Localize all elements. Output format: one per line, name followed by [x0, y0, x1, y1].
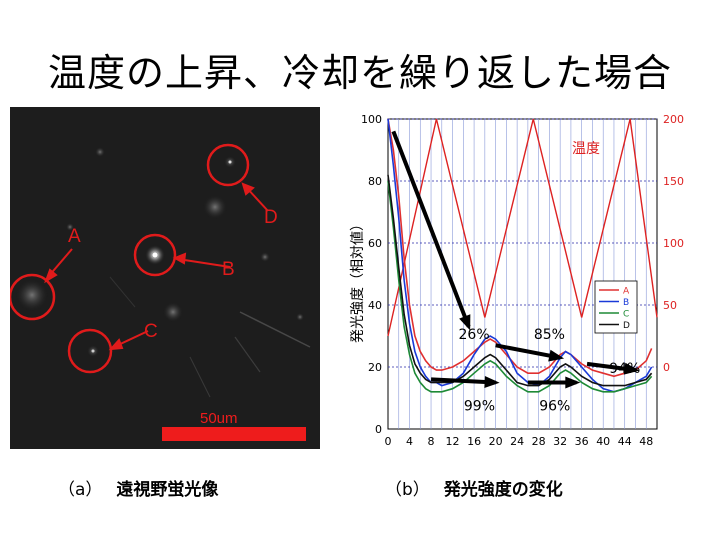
annotation-arrow-head [548, 349, 565, 362]
slide-title: 温度の上昇、冷却を繰り返した場合 [47, 51, 672, 95]
series-line-b [387, 118, 653, 393]
x-tick-label: 36 [575, 435, 589, 448]
label-a: A [68, 226, 81, 247]
y-tick-label: 20 [368, 361, 382, 374]
annotation-label: 96% [539, 398, 570, 414]
marker-circle-b [133, 233, 177, 277]
annotation-label: 94% [609, 361, 640, 377]
legend-label-c: C [623, 310, 629, 320]
x-tick-label: 16 [467, 435, 481, 448]
y-tick-label: 100 [361, 113, 382, 126]
label-c: C [144, 321, 158, 342]
caption-b: （b） 発光強度の変化 [385, 475, 563, 500]
y-tick-label: 0 [375, 423, 382, 436]
temperature-line [387, 118, 658, 337]
marker-circle-a [10, 273, 56, 321]
annotation-label: 99% [464, 398, 495, 414]
annotation-arrow-head [565, 376, 581, 389]
x-tick-label: 40 [596, 435, 610, 448]
temperature-label: 温度 [572, 141, 600, 157]
micrograph-background [10, 107, 320, 449]
x-tick-label: 20 [489, 435, 503, 448]
y2-tick-label: 0 [663, 361, 670, 374]
scale-bar-label: 50um [200, 410, 238, 427]
x-tick-label: 24 [510, 435, 524, 448]
y-tick-label: 60 [368, 237, 382, 250]
series-lines [387, 118, 653, 393]
series-line-c [387, 180, 653, 393]
annotation-arrow-head [459, 314, 471, 331]
legend-label-b: B [623, 298, 629, 308]
scale-bar [162, 427, 306, 441]
x-tick-label: 44 [618, 435, 632, 448]
y2-tick-label: 100 [663, 237, 684, 250]
emission-intensity-chart: 26% 85%94%99% 96% 0 4 8 12 16 20 24 28 32 36 40 44 480… [350, 113, 684, 448]
temperature-series-line [387, 118, 658, 337]
series-line-a [387, 118, 653, 378]
y2-tick-label: 50 [663, 299, 677, 312]
label-b: B [222, 259, 235, 280]
legend-label-a: A [623, 287, 630, 297]
fluorescence-micrograph: A B C D 50um [10, 107, 320, 449]
y2-tick-label: 150 [663, 175, 684, 188]
x-tick-label: 32 [553, 435, 567, 448]
annotation-arrow-shaft [391, 130, 471, 328]
caption-a: （a） 遠視野蛍光像 [58, 475, 218, 500]
x-tick-label: 4 [406, 435, 413, 448]
legend-label-d: D [623, 321, 630, 331]
x-tick-label: 0 [385, 435, 392, 448]
marker-circle-c [67, 328, 113, 374]
caption-b-mark: （b） [385, 480, 430, 500]
series-line-d [387, 174, 653, 387]
x-tick-label: 28 [532, 435, 546, 448]
label-d: D [264, 207, 278, 228]
y-tick-label: 80 [368, 175, 382, 188]
y2-tick-label: 200 [663, 113, 684, 126]
y-tick-label: 40 [368, 299, 382, 312]
annotations: 26% 85% 94% 99% 96% [391, 130, 640, 414]
annotation-label: 26% [459, 327, 490, 343]
caption-a-mark: （a） [58, 480, 103, 500]
chart-axes: 0 4 8 12 16 20 24 28 32 36 40 44 4802040608010005010… [361, 113, 684, 448]
caption-a-text: 遠視野蛍光像 [116, 480, 219, 500]
x-tick-label: 8 [428, 435, 435, 448]
annotation-label: 85% [534, 327, 565, 343]
annotation-arrow-head [623, 362, 640, 375]
x-tick-label: 12 [446, 435, 460, 448]
y-axis-label: 発光強度（相対値） [350, 217, 366, 343]
caption-b-text: 発光強度の変化 [443, 480, 563, 500]
annotation-arrow-head [484, 375, 500, 388]
x-tick-label: 48 [639, 435, 653, 448]
marker-circle-d [206, 143, 250, 187]
